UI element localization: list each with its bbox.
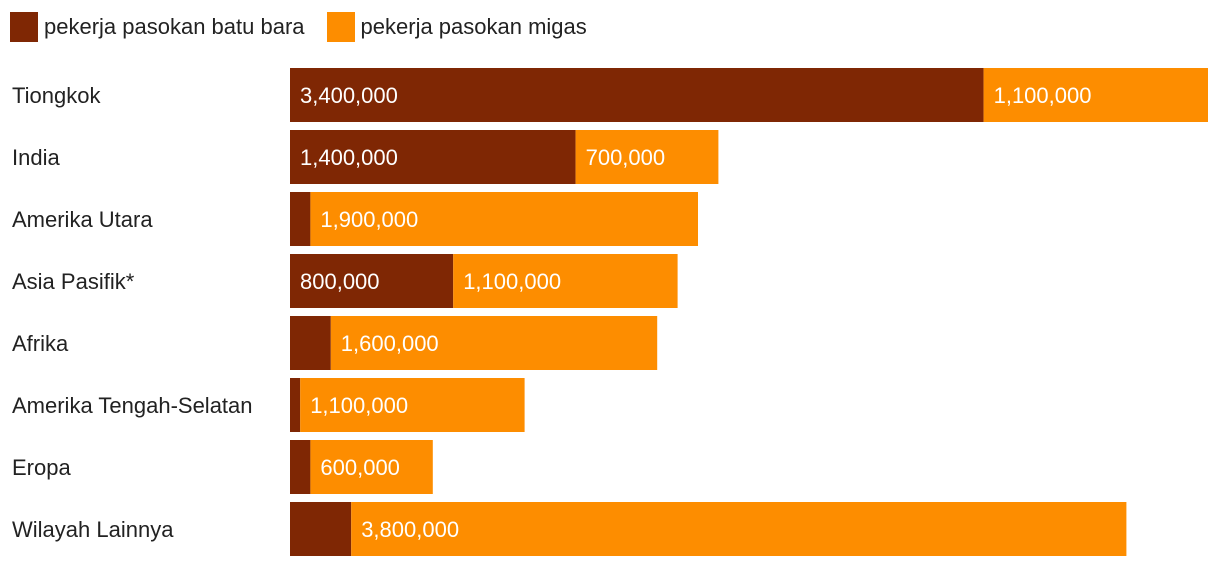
bar-segment-oilgas — [453, 254, 678, 308]
legend-swatch-oilgas — [326, 12, 355, 42]
value-label: 1,600,000 — [341, 331, 439, 356]
bar-segment-coal — [290, 440, 311, 494]
bar-segment-oilgas — [575, 130, 719, 184]
value-label: 600,000 — [320, 455, 400, 480]
legend-label-coal: pekerja pasokan batu bara — [44, 14, 305, 39]
bar-segment-oilgas — [310, 192, 698, 246]
bar-segment-coal — [290, 502, 352, 556]
value-label: 1,100,000 — [994, 83, 1092, 108]
category-label: Eropa — [12, 455, 71, 480]
bar-segment-oilgas — [310, 440, 433, 494]
legend-label-oilgas: pekerja pasokan migas — [360, 14, 587, 39]
category-label: Amerika Utara — [12, 207, 153, 232]
value-label: 700,000 — [586, 145, 666, 170]
category-label: India — [12, 145, 60, 170]
value-label: 1,100,000 — [463, 269, 561, 294]
value-label: 1,100,000 — [310, 393, 408, 418]
category-label: Wilayah Lainnya — [12, 517, 174, 542]
legend: pekerja pasokan batu bara pekerja pasoka… — [10, 12, 609, 42]
value-label: 800,000 — [300, 269, 380, 294]
value-label: 1,900,000 — [320, 207, 418, 232]
legend-item-oilgas: pekerja pasokan migas — [326, 12, 587, 42]
legend-item-coal: pekerja pasokan batu bara — [10, 12, 305, 42]
bar-segment-coal — [290, 130, 576, 184]
bar-segment-coal — [290, 378, 301, 432]
legend-swatch-coal — [10, 12, 38, 42]
bar-segment-oilgas — [351, 502, 1127, 556]
bar-segment-coal — [290, 68, 984, 122]
bar-segment-coal — [290, 192, 311, 246]
bar-segment-oilgas — [330, 316, 658, 370]
value-label: 3,400,000 — [300, 83, 398, 108]
value-label: 1,400,000 — [300, 145, 398, 170]
category-label: Afrika — [12, 331, 69, 356]
category-label: Asia Pasifik* — [12, 269, 135, 294]
bar-segment-coal — [290, 254, 454, 308]
bar-segment-oilgas — [983, 68, 1208, 122]
bar-segment-coal — [290, 316, 331, 370]
bar-segment-oilgas — [300, 378, 525, 432]
value-label: 3,800,000 — [361, 517, 459, 542]
category-label: Tiongkok — [12, 83, 101, 108]
category-label: Amerika Tengah-Selatan — [12, 393, 253, 418]
